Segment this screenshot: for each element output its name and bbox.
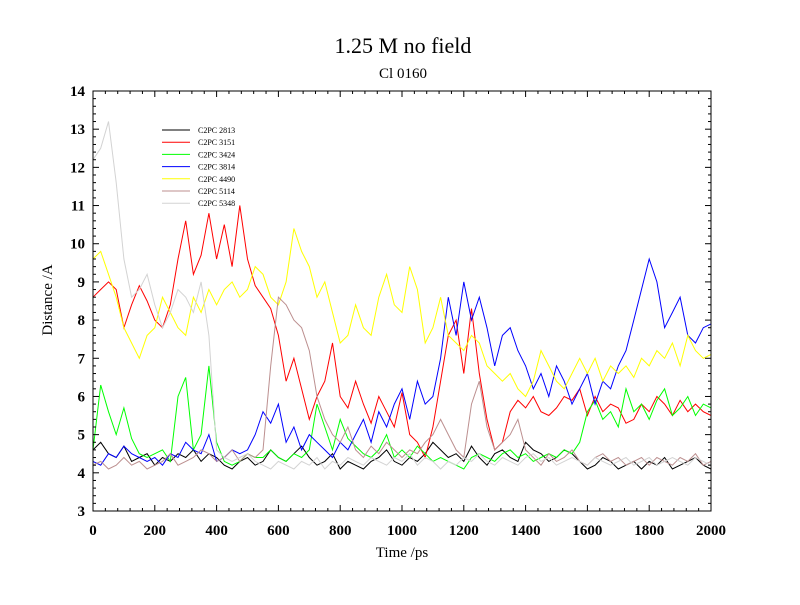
legend-label: C2PC 3814 <box>198 163 235 172</box>
legend-label: C2PC 4490 <box>198 175 235 184</box>
chart-title: 1.25 M no field <box>335 33 472 58</box>
y-tick-label: 4 <box>78 466 86 482</box>
series-line-c2pc-3814 <box>92 257 712 466</box>
series-line-c2pc-4490 <box>92 228 712 398</box>
series-line-c2pc-3151 <box>92 205 712 459</box>
x-tick-label: 1200 <box>449 523 479 539</box>
series-line-c2pc-5114 <box>92 296 712 470</box>
x-axis-label: Time /ps <box>376 545 429 561</box>
x-tick-label: 1600 <box>572 523 602 539</box>
y-tick-label: 13 <box>70 122 85 138</box>
legend-label: C2PC 3151 <box>198 138 235 147</box>
x-tick-label: 1800 <box>634 523 664 539</box>
x-tick-label: 2000 <box>696 523 726 539</box>
series-line-c2pc-5348 <box>92 121 712 470</box>
y-tick-label: 11 <box>71 199 85 215</box>
y-tick-label: 14 <box>70 84 86 100</box>
x-tick-label: 1000 <box>387 523 417 539</box>
series-line-c2pc-3424 <box>92 365 712 470</box>
series-line-c2pc-2813 <box>92 441 712 470</box>
y-tick-label: 6 <box>78 389 86 405</box>
legend-label: C2PC 5348 <box>198 199 235 208</box>
series-layer <box>92 121 712 470</box>
y-tick-label: 3 <box>78 504 86 520</box>
y-tick-label: 5 <box>78 428 86 444</box>
x-tick-label: 400 <box>205 523 228 539</box>
x-tick-label: 200 <box>144 523 167 539</box>
y-tick-label: 8 <box>78 313 86 329</box>
y-tick-label: 12 <box>70 160 85 176</box>
x-tick-label: 1400 <box>511 523 541 539</box>
chart-subtitle: Cl 0160 <box>379 66 427 82</box>
x-tick-label: 0 <box>89 523 97 539</box>
tick-layer: 0 200 400 600 800 1000 1200 1400 1600 1800 2000 3 4 5… <box>70 84 726 539</box>
y-tick-label: 9 <box>78 275 86 291</box>
legend: C2PC 2813 C2PC 3151 C2PC 3424 C2PC 3814 C2PC… <box>162 126 235 208</box>
x-tick-label: 800 <box>329 523 352 539</box>
y-axis-label: Distance /A <box>40 264 56 335</box>
legend-label: C2PC 3424 <box>198 150 235 159</box>
y-tick-label: 7 <box>78 351 86 367</box>
legend-label: C2PC 2813 <box>198 126 235 135</box>
y-tick-label: 10 <box>70 237 85 253</box>
legend-label: C2PC 5114 <box>198 187 235 196</box>
x-tick-label: 600 <box>267 523 290 539</box>
